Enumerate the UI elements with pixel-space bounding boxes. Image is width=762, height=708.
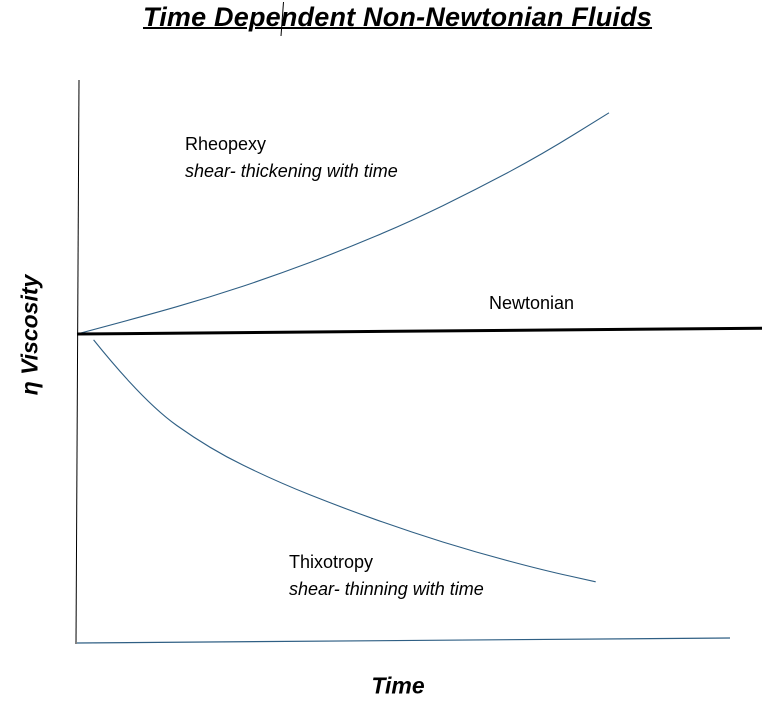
newtonian-annotation: Newtonian: [489, 290, 574, 317]
series-layer: [76, 112, 762, 583]
thixotropy-description: shear- thinning with time: [289, 579, 484, 599]
y-axis-line: [75, 79, 80, 645]
chart-title: Time Dependent Non-Newtonian Fluids: [143, 2, 653, 32]
thixotropy-annotation: Thixotropy shear- thinning with time: [289, 549, 484, 603]
rheopexy-annotation: Rheopexy shear- thickening with time: [185, 131, 398, 185]
rheopexy-label: Rheopexy: [185, 134, 267, 154]
thixotropy-label: Thixotropy: [289, 552, 374, 572]
series-line-rheopexy: [76, 112, 610, 335]
title-pen-mark: [280, 1, 284, 37]
rheopexy-description: shear- thickening with time: [185, 161, 398, 181]
x-axis-label: Time: [371, 672, 425, 699]
series-line-newtonian: [76, 326, 762, 336]
x-axis-line: [76, 637, 731, 644]
series-line-thixotropy: [93, 339, 596, 583]
newtonian-label: Newtonian: [489, 293, 575, 313]
